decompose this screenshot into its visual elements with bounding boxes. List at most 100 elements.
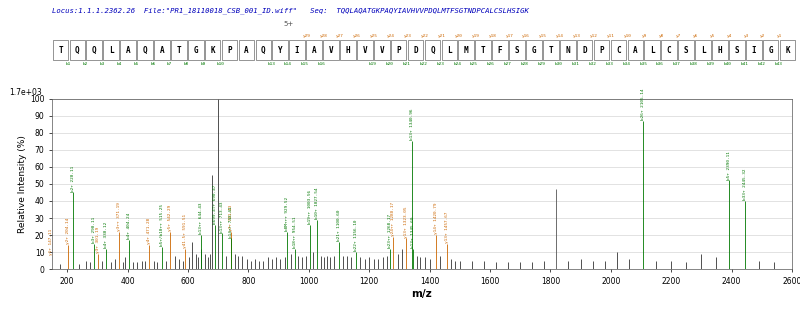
Text: S: S xyxy=(734,46,739,54)
FancyBboxPatch shape xyxy=(323,40,338,60)
Text: 5+: 5+ xyxy=(284,21,294,27)
Text: b29: b29 xyxy=(538,62,546,66)
FancyBboxPatch shape xyxy=(610,40,626,60)
Text: b35: b35 xyxy=(639,62,647,66)
Text: C: C xyxy=(616,46,621,54)
Text: L: L xyxy=(701,46,706,54)
Text: y5: y5 xyxy=(710,34,714,38)
Text: y7+ 741.43: y7+ 741.43 xyxy=(229,205,233,231)
Text: b13+ 1340.96: b13+ 1340.96 xyxy=(410,109,414,141)
FancyBboxPatch shape xyxy=(86,40,102,60)
FancyBboxPatch shape xyxy=(780,40,795,60)
Text: y24++ 1280.17: y24++ 1280.17 xyxy=(391,202,395,236)
Text: b23: b23 xyxy=(436,62,444,66)
Text: b4: b4 xyxy=(116,62,122,66)
Text: y2: y2 xyxy=(760,34,766,38)
Text: b38: b38 xyxy=(690,62,698,66)
Text: b4+ 330.12: b4+ 330.12 xyxy=(105,222,109,248)
Text: b9: b9 xyxy=(201,62,206,66)
Text: b23++ 1268.17: b23++ 1268.17 xyxy=(388,214,392,248)
FancyBboxPatch shape xyxy=(729,40,745,60)
Y-axis label: Relative Intensity (%): Relative Intensity (%) xyxy=(18,135,27,233)
Text: b39: b39 xyxy=(707,62,714,66)
Text: b5: b5 xyxy=(134,62,138,66)
FancyBboxPatch shape xyxy=(712,40,728,60)
Text: A: A xyxy=(159,46,164,54)
Text: G: G xyxy=(768,46,773,54)
FancyBboxPatch shape xyxy=(408,40,423,60)
FancyBboxPatch shape xyxy=(695,40,710,60)
Text: Q: Q xyxy=(430,46,434,54)
Text: b43: b43 xyxy=(774,62,782,66)
Text: T: T xyxy=(481,46,486,54)
FancyBboxPatch shape xyxy=(171,40,186,60)
Text: 1.7e+03: 1.7e+03 xyxy=(9,88,42,97)
FancyBboxPatch shape xyxy=(340,40,356,60)
Text: b15: b15 xyxy=(301,62,309,66)
FancyBboxPatch shape xyxy=(442,40,457,60)
Text: b31: b31 xyxy=(571,62,579,66)
Text: b14++ 743.41: b14++ 743.41 xyxy=(230,206,234,238)
Text: b5+/b10++ 515.25: b5+/b10++ 515.25 xyxy=(160,204,164,246)
Text: b25: b25 xyxy=(470,62,478,66)
Text: y27: y27 xyxy=(336,34,344,38)
Text: y22: y22 xyxy=(421,34,429,38)
Text: P: P xyxy=(227,46,232,54)
Text: b33+ 2445.32: b33+ 2445.32 xyxy=(743,169,747,200)
FancyBboxPatch shape xyxy=(577,40,593,60)
FancyBboxPatch shape xyxy=(70,40,85,60)
Text: T: T xyxy=(177,46,181,54)
FancyBboxPatch shape xyxy=(475,40,491,60)
Text: b26+ 2105.14: b26+ 2105.14 xyxy=(641,88,645,120)
Text: b41: b41 xyxy=(741,62,749,66)
FancyBboxPatch shape xyxy=(391,40,406,60)
Text: y9: y9 xyxy=(642,34,647,38)
Text: y6: y6 xyxy=(693,34,698,38)
Text: A: A xyxy=(312,46,317,54)
Text: b26: b26 xyxy=(487,62,495,66)
Text: y17: y17 xyxy=(506,34,513,38)
Text: A: A xyxy=(126,46,130,54)
Text: y23: y23 xyxy=(404,34,412,38)
FancyBboxPatch shape xyxy=(53,40,68,60)
FancyBboxPatch shape xyxy=(543,40,558,60)
Text: b28: b28 xyxy=(521,62,529,66)
Text: y8: y8 xyxy=(658,34,664,38)
Text: b5+ 2390.11: b5+ 2390.11 xyxy=(726,151,730,180)
FancyBboxPatch shape xyxy=(205,40,221,60)
Text: P: P xyxy=(599,46,604,54)
FancyBboxPatch shape xyxy=(510,40,525,60)
Text: y3++ 371.19: y3++ 371.19 xyxy=(117,202,121,231)
Text: y11: y11 xyxy=(606,34,614,38)
Text: b10: b10 xyxy=(217,62,224,66)
FancyBboxPatch shape xyxy=(458,40,474,60)
Text: b19++ 1003.56: b19++ 1003.56 xyxy=(308,190,312,224)
Text: V: V xyxy=(329,46,334,54)
FancyBboxPatch shape xyxy=(120,40,136,60)
Text: Q: Q xyxy=(92,46,97,54)
Text: b21: b21 xyxy=(402,62,410,66)
Text: y13+ 1457.67: y13+ 1457.67 xyxy=(445,211,449,243)
Text: b16: b16 xyxy=(318,62,326,66)
Text: A: A xyxy=(633,46,638,54)
Text: L: L xyxy=(447,46,452,54)
Text: b699.4T+ 690.47: b699.4T+ 690.47 xyxy=(214,185,218,224)
Text: b34: b34 xyxy=(622,62,630,66)
FancyBboxPatch shape xyxy=(526,40,542,60)
Text: y5+ 542.29: y5+ 542.29 xyxy=(169,205,173,231)
Text: b22+ 1156.10: b22+ 1156.10 xyxy=(354,220,358,251)
Text: L: L xyxy=(109,46,114,54)
Text: y14: y14 xyxy=(556,34,564,38)
Text: y3+ 301.19: y3+ 301.19 xyxy=(96,227,100,253)
Text: y16: y16 xyxy=(522,34,530,38)
Text: y14+ 1420.79: y14+ 1420.79 xyxy=(434,203,438,234)
Text: G: G xyxy=(194,46,198,54)
Text: T: T xyxy=(58,46,62,54)
FancyBboxPatch shape xyxy=(154,40,170,60)
Text: C: C xyxy=(667,46,671,54)
FancyBboxPatch shape xyxy=(357,40,373,60)
Text: b2+ 220.11: b2+ 220.11 xyxy=(71,165,75,192)
Text: b21+ 1100.60: b21+ 1100.60 xyxy=(337,209,341,241)
Text: H: H xyxy=(346,46,350,54)
Text: b37: b37 xyxy=(673,62,681,66)
